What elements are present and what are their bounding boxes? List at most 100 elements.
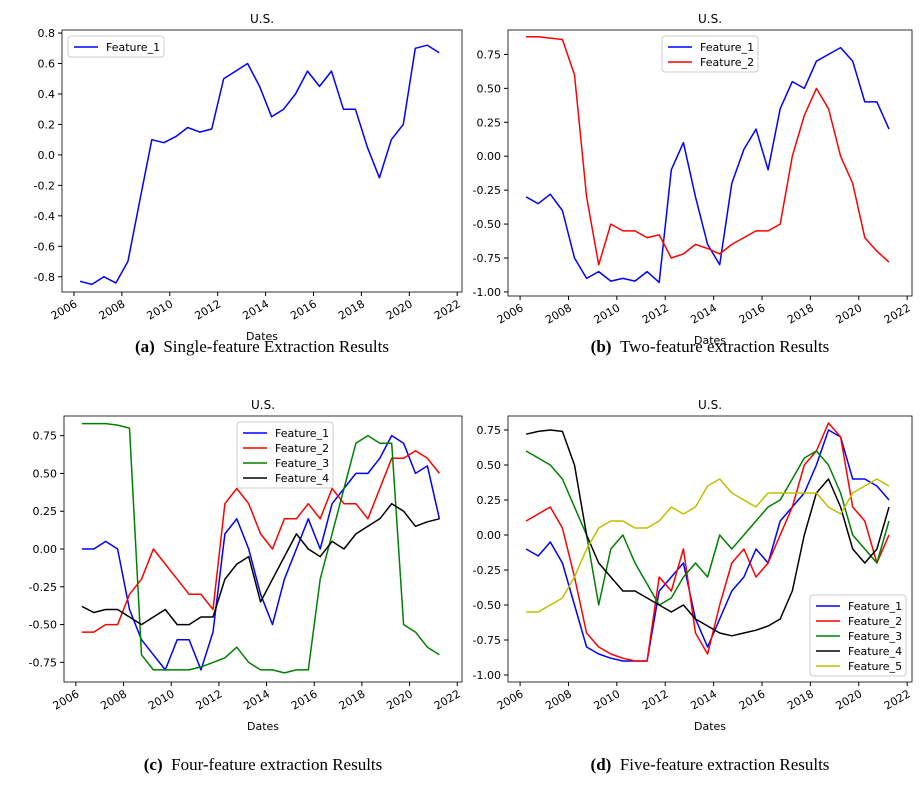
y-tick-label: -0.2 bbox=[34, 179, 55, 192]
caption: (b) Two-feature extraction Results bbox=[591, 337, 830, 356]
x-tick-label: 2008 bbox=[98, 687, 129, 712]
plot-frame bbox=[507, 415, 913, 683]
y-tick-label: 0.00 bbox=[477, 150, 502, 163]
legend-label: Feature_1 bbox=[106, 41, 160, 54]
y-tick-label: -1.00 bbox=[473, 286, 501, 299]
y-tick-label: -0.25 bbox=[473, 184, 501, 197]
x-tick-label: 2020 bbox=[834, 301, 865, 326]
y-tick-label: 0.50 bbox=[477, 459, 502, 472]
y-tick-label: 0.6 bbox=[38, 58, 56, 71]
y-tick-label: -0.50 bbox=[29, 619, 57, 632]
x-tick-label: 2022 bbox=[882, 687, 913, 712]
y-tick-label: 0.8 bbox=[38, 27, 56, 40]
caption-label: (c) bbox=[144, 755, 163, 774]
series-line bbox=[525, 450, 890, 606]
y-tick-label: 0.25 bbox=[477, 494, 502, 507]
x-axis-label: Dates bbox=[247, 720, 279, 733]
y-tick-label: 0.75 bbox=[33, 430, 58, 443]
chart-title: U.S. bbox=[698, 12, 722, 26]
x-tick-label: 2016 bbox=[289, 687, 320, 712]
y-tick-label: 0.00 bbox=[477, 529, 502, 542]
y-tick-label: 0.50 bbox=[33, 467, 58, 480]
chart-title: U.S. bbox=[251, 398, 275, 412]
x-tick-label: 2020 bbox=[834, 687, 865, 712]
caption: (d) Five-feature extraction Results bbox=[591, 755, 830, 774]
series-line bbox=[525, 429, 890, 637]
y-tick-label: -0.8 bbox=[34, 271, 55, 284]
legend-label: Feature_1 bbox=[700, 41, 754, 54]
x-tick-label: 2014 bbox=[688, 687, 719, 712]
series-line bbox=[81, 450, 440, 633]
plot-frame bbox=[507, 29, 913, 297]
series-line bbox=[525, 422, 890, 662]
caption: (c) Four-feature extraction Results bbox=[144, 755, 383, 774]
y-tick-label: 0.00 bbox=[33, 543, 58, 556]
x-tick-label: 2006 bbox=[495, 687, 526, 712]
plot-frame bbox=[63, 415, 463, 683]
x-tick-label: 2016 bbox=[737, 301, 768, 326]
legend-box bbox=[236, 421, 334, 489]
series-line bbox=[525, 46, 890, 284]
y-tick-label: 0.50 bbox=[477, 82, 502, 95]
caption-label: (a) bbox=[135, 337, 155, 356]
legend-label: Feature_2 bbox=[848, 615, 902, 628]
x-tick-label: 2010 bbox=[592, 301, 623, 326]
y-tick-label: -0.50 bbox=[473, 218, 501, 231]
y-tick-label: -0.25 bbox=[29, 581, 57, 594]
x-tick-label: 2010 bbox=[592, 687, 623, 712]
chart-title: U.S. bbox=[698, 398, 722, 412]
caption-text: Two-feature extraction Results bbox=[620, 337, 829, 356]
caption-gap bbox=[155, 337, 164, 356]
y-tick-label: -0.75 bbox=[473, 634, 501, 647]
plot-frame bbox=[61, 29, 463, 293]
legend-label: Feature_2 bbox=[700, 56, 754, 69]
x-tick-label: 2018 bbox=[337, 687, 368, 712]
x-tick-label: 2008 bbox=[543, 301, 574, 326]
x-tick-label: 2006 bbox=[49, 297, 80, 322]
legend-box bbox=[661, 35, 759, 73]
x-tick-label: 2014 bbox=[688, 301, 719, 326]
x-tick-label: 2020 bbox=[384, 297, 415, 322]
legend-label: Feature_4 bbox=[275, 472, 329, 485]
x-tick-label: 2022 bbox=[882, 301, 913, 326]
x-tick-label: 2016 bbox=[288, 297, 319, 322]
legend-label: Feature_3 bbox=[275, 457, 329, 470]
series-line bbox=[526, 36, 890, 266]
legend-label: Feature_5 bbox=[848, 660, 902, 673]
x-axis-label: Dates bbox=[694, 334, 726, 347]
x-tick-label: 2010 bbox=[146, 687, 177, 712]
chart-title: U.S. bbox=[250, 12, 274, 26]
x-tick-label: 2012 bbox=[640, 301, 671, 326]
x-tick-label: 2022 bbox=[432, 687, 463, 712]
caption-gap bbox=[611, 337, 620, 356]
series-line bbox=[81, 422, 440, 674]
caption-gap bbox=[611, 755, 620, 774]
series-line bbox=[79, 44, 440, 286]
x-tick-label: 2018 bbox=[785, 687, 816, 712]
caption-text: Five-feature extraction Results bbox=[620, 755, 830, 774]
x-tick-label: 2016 bbox=[737, 687, 768, 712]
series-line bbox=[81, 502, 440, 626]
legend-label: Feature_3 bbox=[848, 630, 902, 643]
x-tick-label: 2018 bbox=[785, 301, 816, 326]
x-tick-label: 2012 bbox=[192, 297, 223, 322]
x-tick-label: 2018 bbox=[336, 297, 367, 322]
x-tick-label: 2014 bbox=[241, 687, 272, 712]
x-axis-label: Dates bbox=[694, 720, 726, 733]
y-tick-label: -0.6 bbox=[34, 240, 55, 253]
y-tick-label: 0.25 bbox=[33, 505, 58, 518]
caption-gap bbox=[163, 755, 172, 774]
x-tick-label: 2012 bbox=[194, 687, 225, 712]
x-tick-label: 2008 bbox=[543, 687, 574, 712]
y-tick-label: 0.75 bbox=[477, 424, 502, 437]
caption-label: (b) bbox=[591, 337, 612, 356]
x-tick-label: 2020 bbox=[384, 687, 415, 712]
legend-label: Feature_4 bbox=[848, 645, 902, 658]
x-tick-label: 2006 bbox=[51, 687, 82, 712]
x-tick-label: 2006 bbox=[495, 301, 526, 326]
x-tick-label: 2012 bbox=[640, 687, 671, 712]
y-tick-label: -0.50 bbox=[473, 599, 501, 612]
legend-label: Feature_2 bbox=[275, 442, 329, 455]
y-tick-label: 0.4 bbox=[38, 88, 56, 101]
